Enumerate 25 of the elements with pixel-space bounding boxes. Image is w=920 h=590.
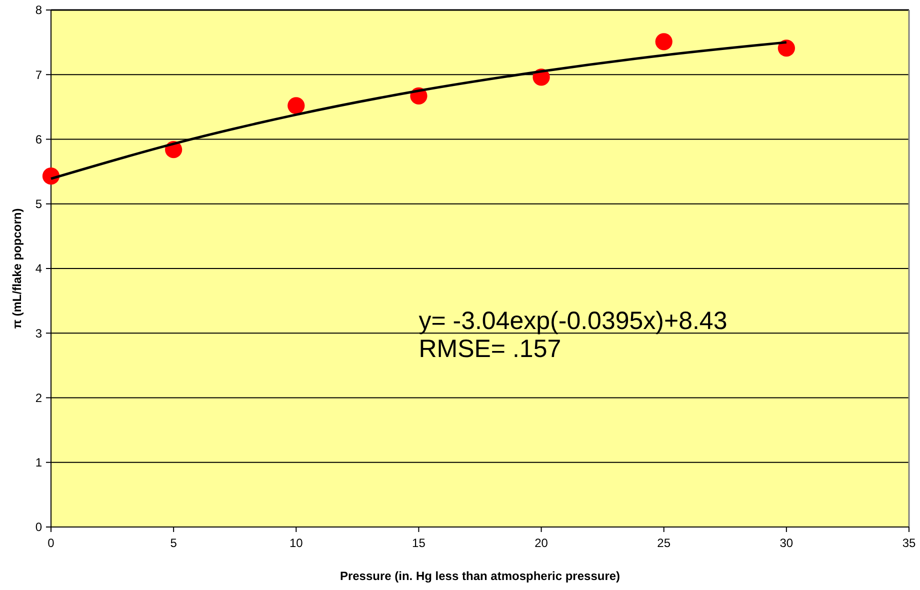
annotation: RMSE= .157 [418, 335, 562, 364]
point [288, 97, 305, 114]
x-tick-label: 5 [170, 536, 178, 550]
x-tick-label: 0 [48, 536, 55, 550]
x-tick-label: 10 [289, 536, 304, 550]
x-tick-label: 25 [657, 536, 671, 550]
annotation: y= -3.04exp(-0.0395x)+8.43 [418, 307, 728, 336]
y-tick-label: 1 [35, 456, 42, 470]
x-tick-label: 15 [412, 536, 426, 550]
y-tick-label: 8 [35, 3, 42, 18]
y-tick-label: 3 [35, 326, 42, 340]
y-tick-label: 6 [35, 132, 42, 146]
point [778, 40, 795, 57]
point [655, 33, 672, 50]
x-tick-label: 30 [780, 536, 794, 550]
y-tick-label: 5 [35, 197, 42, 212]
y-axis-title: π (mL/flake popcorn) [10, 208, 24, 329]
x-tick-label: 20 [534, 536, 548, 550]
y-tick-label: 0 [35, 520, 42, 534]
x-axis-title: Pressure (in. Hg less than atmospheric pressure) [340, 569, 620, 583]
x-tick-label: 35 [902, 536, 916, 550]
y-tick-label: 2 [35, 390, 42, 405]
y-tick-label: 4 [35, 262, 42, 276]
point [42, 168, 60, 185]
y-tick-label: 7 [35, 68, 42, 82]
